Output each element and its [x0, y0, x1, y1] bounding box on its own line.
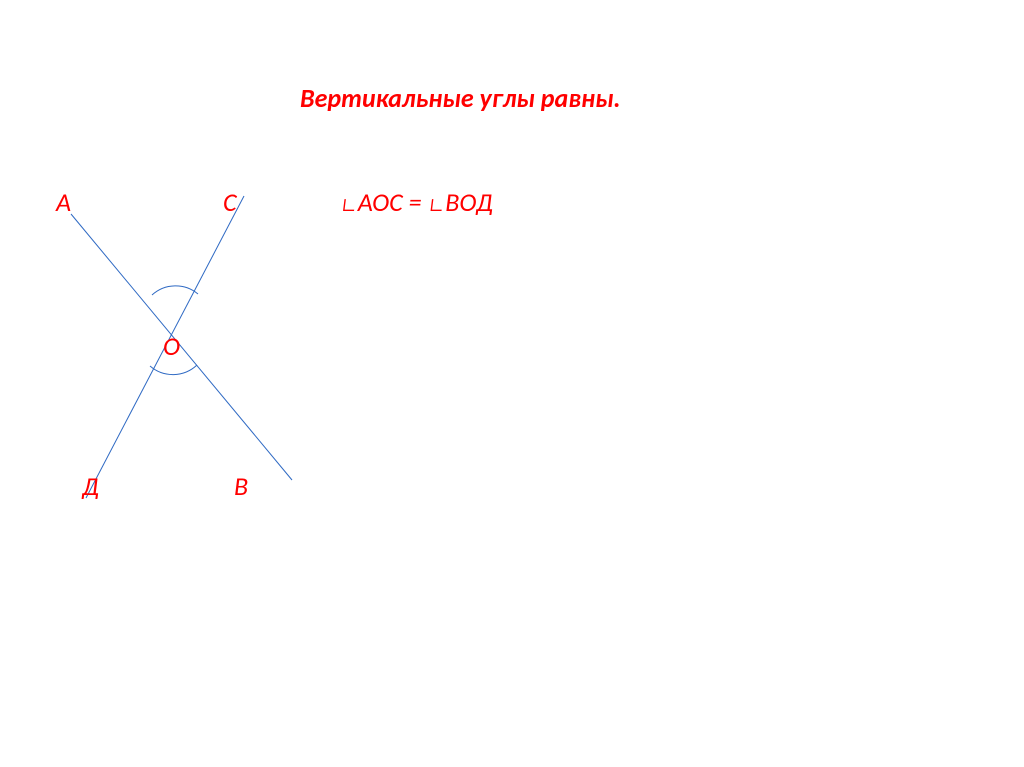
label-o: О	[163, 330, 180, 362]
label-d: Д	[82, 470, 99, 502]
line-ab	[71, 214, 292, 480]
label-b: В	[234, 470, 248, 502]
label-a: А	[56, 186, 71, 218]
arc-bottom	[150, 365, 197, 375]
arc-top	[152, 286, 198, 295]
label-c: С	[223, 186, 237, 218]
vertical-angles-diagram	[0, 0, 1024, 767]
